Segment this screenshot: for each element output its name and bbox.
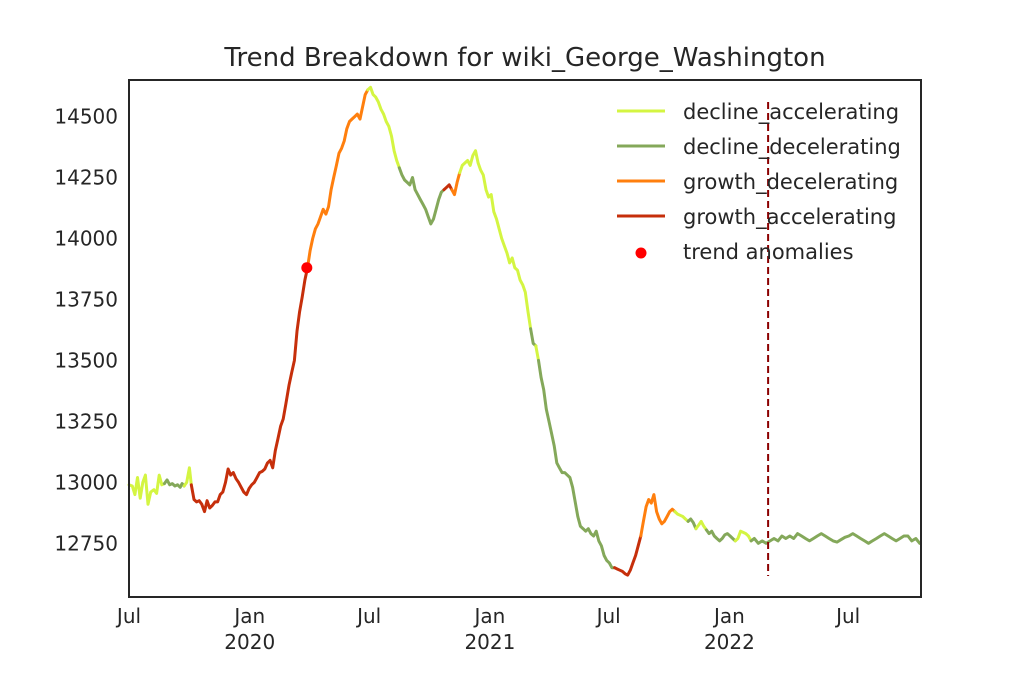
y-tick-label: 13500	[54, 348, 118, 372]
trend-segment-growth-decelerating	[639, 493, 677, 538]
y-tick-label: 14000	[54, 227, 118, 251]
x-tick-label: Jul	[355, 604, 381, 628]
legend: decline_accelerating decline_decelerating…	[617, 100, 901, 264]
x-tick-label: Jul	[595, 604, 621, 628]
x-tick-year-label: 2022	[704, 630, 755, 654]
x-tick-label: Jan	[712, 604, 745, 628]
x-tick-year-label: 2021	[464, 630, 515, 654]
trend-segment-decline-decelerating	[397, 166, 446, 226]
legend-label: growth_decelerating	[683, 170, 898, 195]
trend-anomaly-point	[301, 262, 313, 274]
legend-label: trend anomalies	[683, 240, 854, 264]
legend-label: decline_accelerating	[683, 100, 899, 125]
chart-title: Trend Breakdown for wiki_George_Washingt…	[223, 43, 825, 73]
trend-segment-growth-accelerating	[613, 534, 643, 577]
trend-segment-decline-accelerating	[127, 473, 166, 506]
plot-frame	[128, 79, 922, 598]
plot-area	[127, 79, 922, 598]
trend-segment-decline-accelerating	[366, 85, 401, 170]
y-axis-ticks: 12750 13000 13250 13500 13750 14000 14250 14500	[54, 105, 118, 556]
y-tick-label: 14250	[54, 166, 118, 190]
trend-segment-decline-accelerating	[673, 510, 690, 523]
legend-label: growth_accelerating	[683, 205, 896, 230]
legend-marker-anomaly	[635, 247, 647, 259]
trend-segment-decline-accelerating	[694, 519, 708, 532]
trend-segment-decline-accelerating	[458, 149, 533, 331]
x-tick-label: Jan	[232, 604, 265, 628]
trend-segment-growth-decelerating	[450, 171, 462, 197]
trend-segment-decline-accelerating	[733, 529, 753, 543]
y-tick-label: 14500	[54, 105, 118, 129]
trend-segment-decline-accelerating	[534, 344, 540, 362]
trend-segment-decline-decelerating	[537, 358, 617, 570]
trend-segment-decline-decelerating	[749, 532, 922, 545]
trend-segment-decline-accelerating	[182, 466, 193, 488]
x-tick-label: Jan	[472, 604, 505, 628]
y-tick-label: 13000	[54, 470, 118, 494]
trend-segment-decline-decelerating	[704, 528, 737, 543]
trend-segment-decline-decelerating	[162, 478, 186, 489]
trend-segment-decline-decelerating	[529, 327, 538, 348]
y-tick-label: 13750	[54, 287, 118, 311]
legend-label: decline_decelerating	[683, 135, 901, 160]
trend-segment-growth-accelerating	[189, 266, 309, 514]
trend-segment-decline-decelerating	[686, 517, 698, 531]
x-tick-label: Jul	[834, 604, 860, 628]
trend-segment-growth-accelerating	[442, 183, 454, 192]
x-tick-label: Jul	[115, 604, 141, 628]
x-tick-year-label: 2020	[224, 630, 275, 654]
y-tick-label: 13250	[54, 409, 118, 433]
trend-segment-growth-decelerating	[306, 88, 370, 270]
y-tick-label: 12750	[54, 531, 118, 555]
